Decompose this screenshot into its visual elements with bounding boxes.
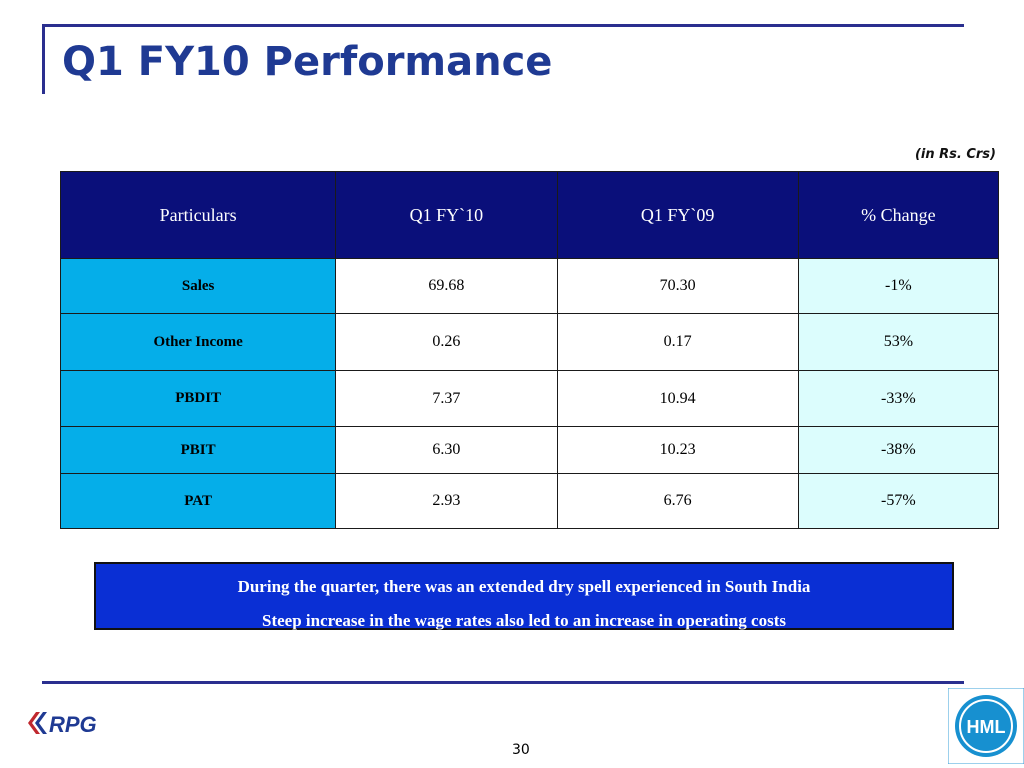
table-row: Other Income 0.26 0.17 53%: [59, 313, 1000, 371]
hml-emblem-icon: HML: [948, 688, 1024, 764]
change-value: -38%: [797, 426, 1000, 474]
q1-fy09-value: 6.76: [556, 473, 799, 529]
table-header-row: Particulars Q1 FY`10 Q1 FY`09 % Change: [59, 171, 1000, 259]
row-label: Other Income: [59, 313, 337, 371]
row-label: Sales: [59, 258, 337, 314]
q1-fy09-value: 70.30: [556, 258, 799, 314]
row-label: PBIT: [59, 426, 337, 474]
header-q1-fy09: Q1 FY`09: [556, 171, 799, 259]
q1-fy09-value: 10.94: [556, 370, 799, 427]
change-value: 53%: [797, 313, 1000, 371]
q1-fy10-value: 6.30: [335, 426, 558, 474]
change-value: -1%: [797, 258, 1000, 314]
q1-fy10-value: 69.68: [335, 258, 558, 314]
bottom-rule: [42, 681, 964, 684]
header-change: % Change: [797, 171, 1000, 259]
q1-fy09-value: 0.17: [556, 313, 799, 371]
note-line: Steep increase in the wage rates also le…: [262, 611, 786, 630]
page-number: 30: [512, 742, 530, 758]
hml-logo-text: HML: [967, 717, 1006, 737]
table-row: Sales 69.68 70.30 -1%: [59, 258, 1000, 314]
q1-fy10-value: 0.26: [335, 313, 558, 371]
row-label: PAT: [59, 473, 337, 529]
notes-box: During the quarter, there was an extende…: [94, 562, 954, 630]
header-particulars: Particulars: [59, 171, 337, 259]
performance-table: Particulars Q1 FY`10 Q1 FY`09 % Change S…: [59, 171, 1000, 529]
page-title: Q1 FY10 Performance: [62, 39, 553, 85]
table-row: PBIT 6.30 10.23 -38%: [59, 426, 1000, 474]
table-row: PBDIT 7.37 10.94 -33%: [59, 370, 1000, 427]
q1-fy10-value: 7.37: [335, 370, 558, 427]
rpg-logo-icon: RPG: [28, 712, 97, 737]
unit-note: (in Rs. Crs): [914, 147, 996, 162]
note-line: During the quarter, there was an extende…: [237, 577, 811, 596]
table-row: PAT 2.93 6.76 -57%: [59, 473, 1000, 529]
change-value: -33%: [797, 370, 1000, 427]
rpg-logo-text: RPG: [49, 712, 97, 737]
change-value: -57%: [797, 473, 1000, 529]
top-rule-left: [42, 24, 45, 94]
q1-fy10-value: 2.93: [335, 473, 558, 529]
q1-fy09-value: 10.23: [556, 426, 799, 474]
top-rule: [42, 24, 964, 27]
header-q1-fy10: Q1 FY`10: [335, 171, 558, 259]
row-label: PBDIT: [59, 370, 337, 427]
